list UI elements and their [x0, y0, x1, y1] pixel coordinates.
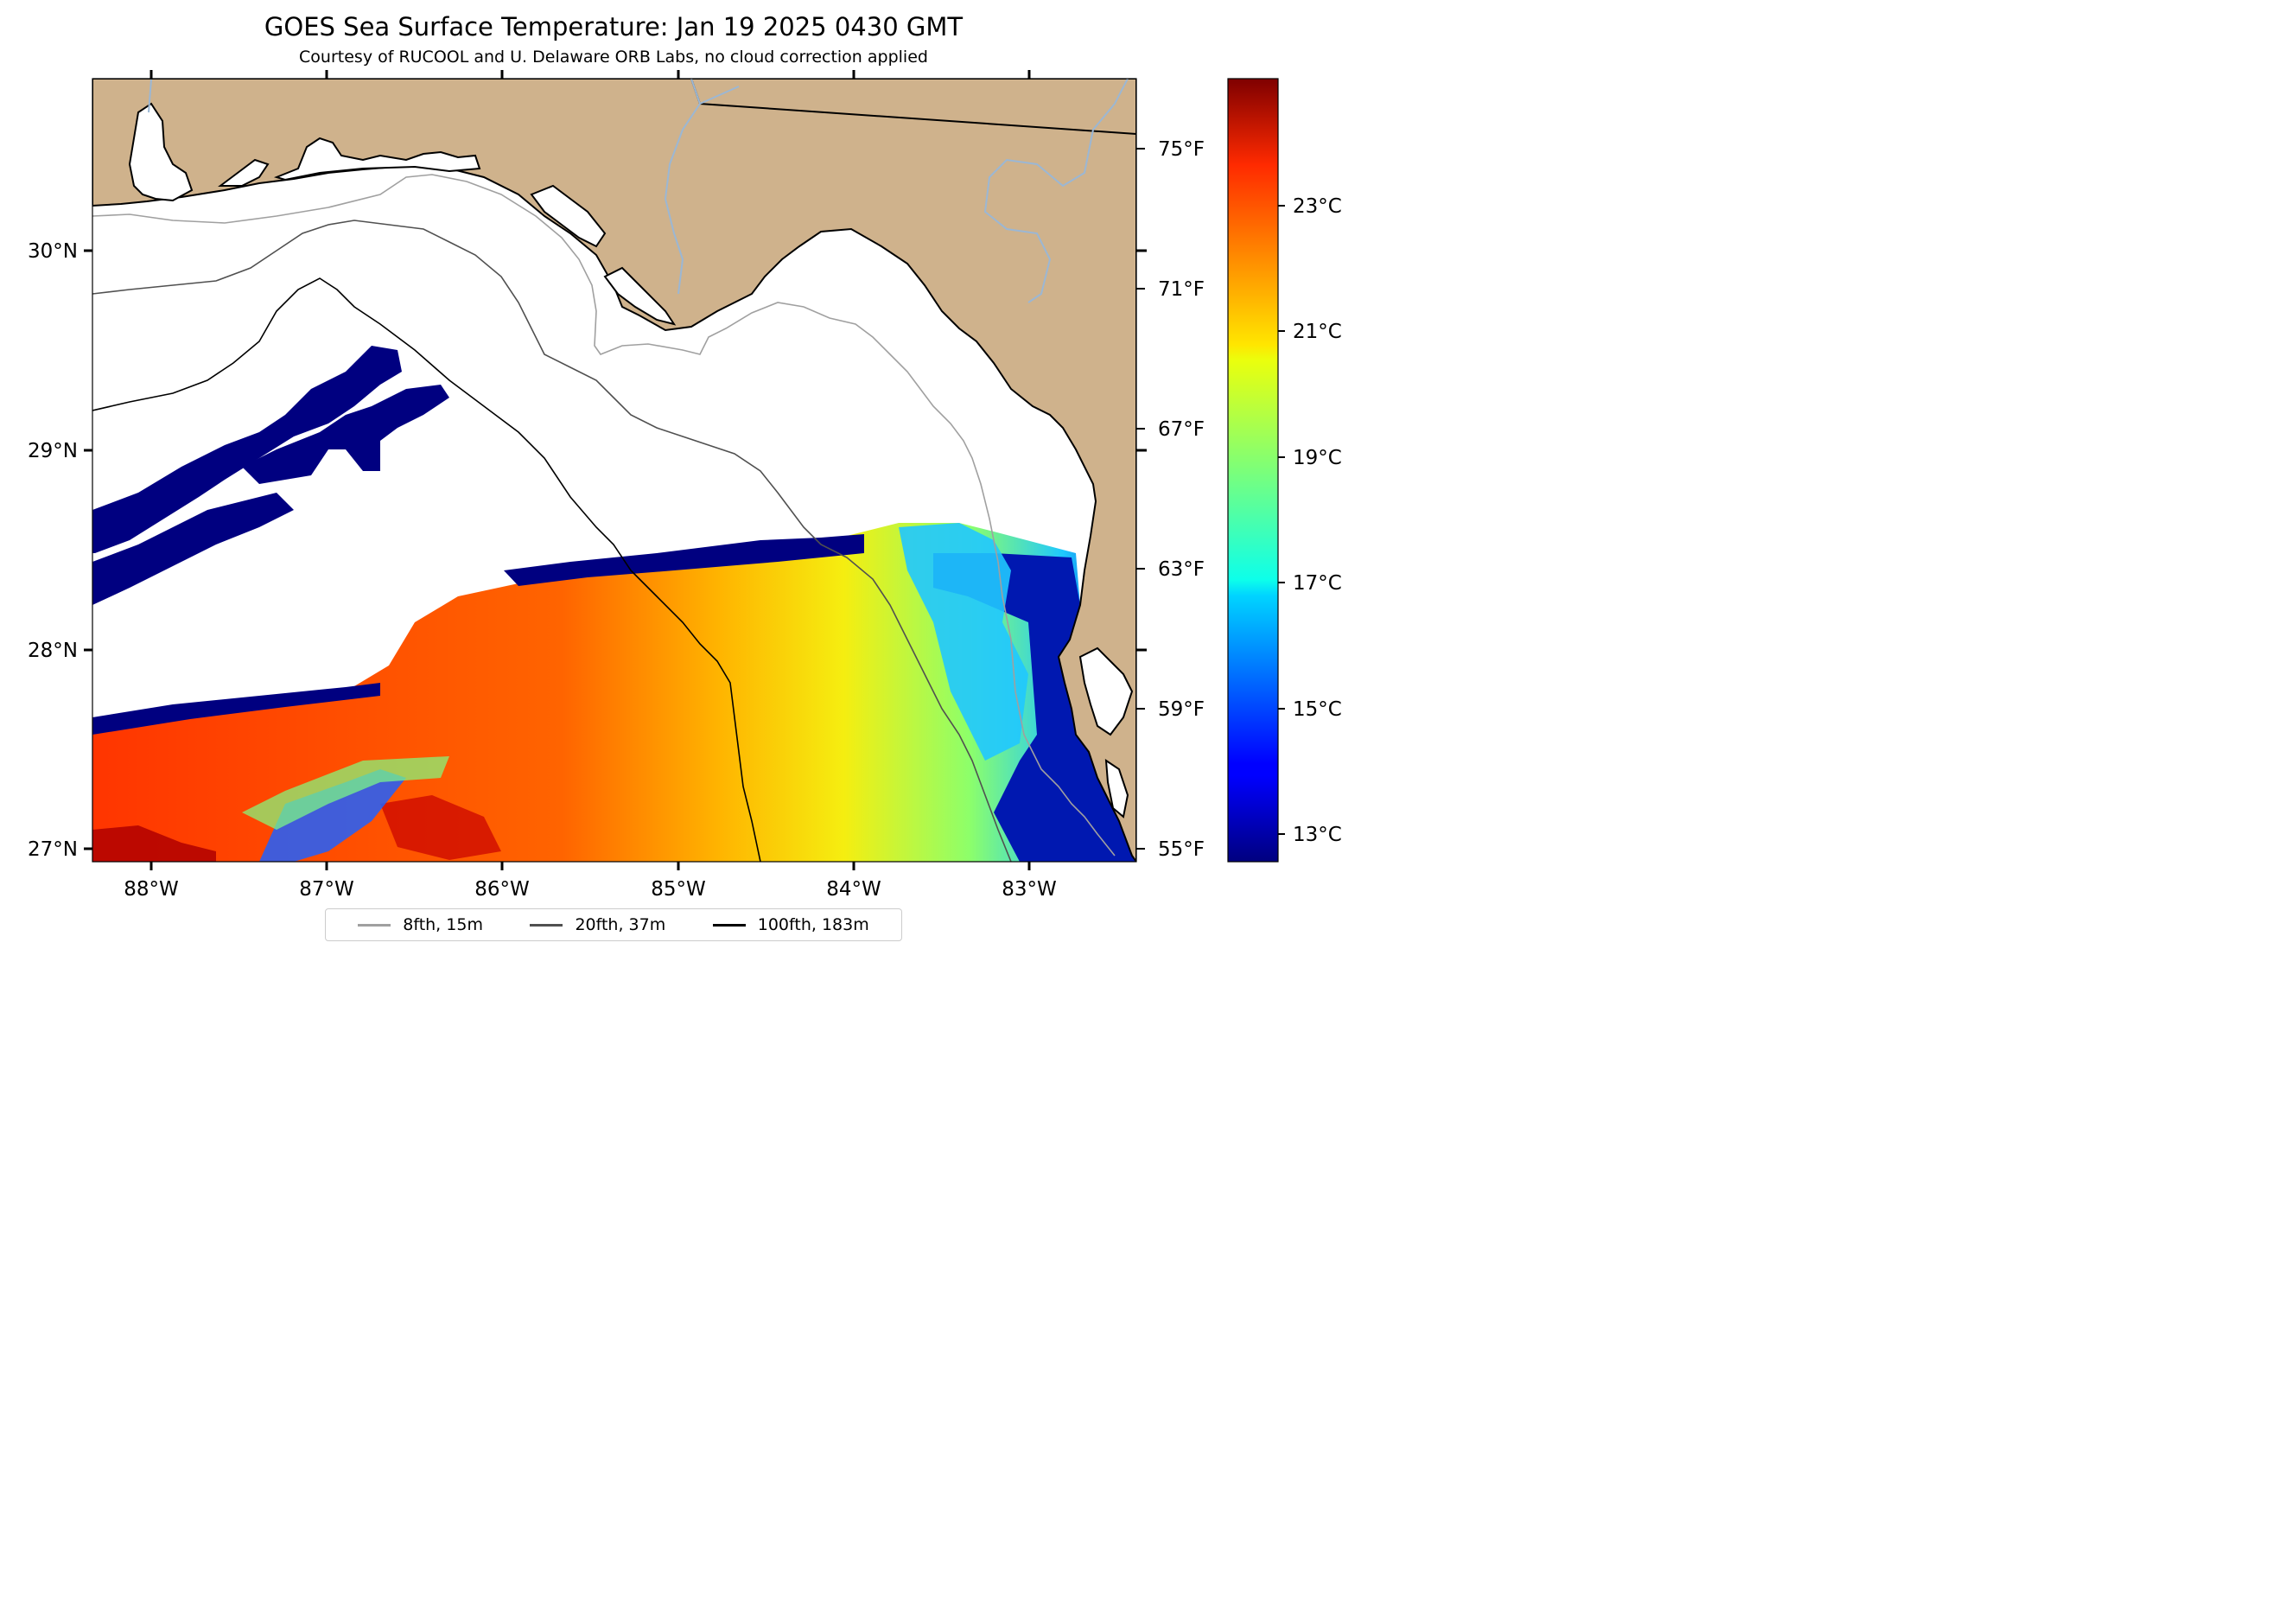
sst-cold-streak-sw — [92, 493, 294, 605]
lon-label-88w: 88°W — [124, 878, 179, 901]
rivers — [148, 79, 1129, 303]
bay-st-andrews — [530, 184, 607, 248]
isobath-8fth — [92, 174, 1116, 857]
colorbar-tick-marks — [1278, 205, 1285, 835]
page-title: GOES Sea Surface Temperature: Jan 19 202… — [264, 12, 964, 41]
sst-hot-patch — [92, 825, 216, 862]
sst-cold-streak-west — [92, 346, 402, 553]
bay-charlotte — [1104, 759, 1129, 818]
c-label-13: 13°C — [1293, 824, 1342, 846]
lon-tick-marks — [149, 70, 1031, 870]
lat-label-27n: 27°N — [28, 838, 78, 861]
f-label-75: 75°F — [1158, 138, 1205, 161]
legend-swatch-8fth — [358, 923, 391, 927]
sst-cyan-patch — [899, 523, 1028, 761]
c-label-21: 21°C — [1293, 321, 1342, 343]
f-label-59: 59°F — [1158, 698, 1205, 721]
colorbar — [1227, 78, 1279, 863]
lon-label-83w: 83°W — [1002, 878, 1057, 901]
bay-pensacola — [218, 158, 270, 187]
f-label-55: 55°F — [1158, 838, 1205, 861]
legend-swatch-20fth — [530, 923, 563, 927]
lat-label-29n: 29°N — [28, 440, 78, 462]
legend-label-8fth: 8fth, 15m — [403, 915, 483, 934]
lon-label-86w: 86°W — [474, 878, 530, 901]
legend-item-8fth: 8fth, 15m — [358, 915, 483, 934]
sst-cool-intrusion — [259, 769, 406, 862]
sst-cold-coastal — [933, 553, 1136, 862]
lon-label-84w: 84°W — [826, 878, 881, 901]
c-label-17: 17°C — [1293, 572, 1342, 595]
f-label-67: 67°F — [1158, 418, 1205, 441]
map-area — [92, 79, 1136, 862]
f-label-63: 63°F — [1158, 558, 1205, 581]
sst-cool-edge — [242, 756, 449, 830]
isobath-20fth — [92, 220, 1012, 862]
sst-hot-patch-2 — [380, 795, 501, 860]
sst-cold-band-west — [92, 683, 380, 735]
map-frame — [92, 78, 1137, 863]
sst-cold-streak-mid — [242, 385, 449, 484]
lon-label-85w: 85°W — [651, 878, 706, 901]
lat-label-30n: 30°N — [28, 240, 78, 263]
legend-item-20fth: 20fth, 37m — [530, 915, 665, 934]
bay-mobile — [128, 102, 194, 202]
legend-label-100fth: 100fth, 183m — [757, 915, 869, 934]
bay-tampa — [1078, 646, 1134, 736]
c-label-23: 23°C — [1293, 195, 1342, 218]
lat-tick-marks — [84, 249, 1147, 850]
sst-cold-band-north — [504, 534, 864, 586]
f-label-71: 71°F — [1158, 278, 1205, 301]
legend-item-100fth: 100fth, 183m — [712, 915, 869, 934]
lon-label-87w: 87°W — [299, 878, 354, 901]
c-label-19: 19°C — [1293, 447, 1342, 469]
page-subtitle: Courtesy of RUCOOL and U. Delaware ORB L… — [299, 48, 928, 67]
legend-swatch-100fth — [712, 923, 746, 927]
sst-map-figure: 88°W 87°W 86°W 85°W 84°W 83°W 30°N 29°N … — [28, 70, 1342, 901]
fahrenheit-tick-marks — [1136, 148, 1145, 850]
isobath-100fth — [92, 277, 761, 862]
lat-label-28n: 28°N — [28, 640, 78, 662]
c-label-15: 15°C — [1293, 698, 1342, 721]
isobath-legend: 8fth, 15m 20fth, 37m 100fth, 183m — [325, 908, 902, 941]
bay-choctawhatchee — [273, 137, 481, 182]
bay-apalachicola — [603, 266, 677, 326]
legend-label-20fth: 20fth, 37m — [575, 915, 666, 934]
